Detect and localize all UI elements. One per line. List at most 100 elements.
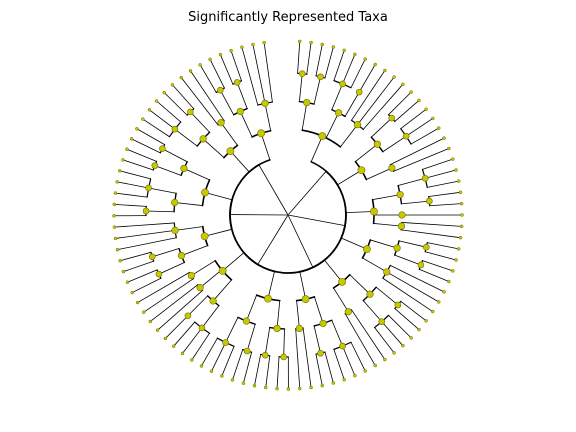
branch-line: [314, 296, 324, 324]
taxon-node-4: [355, 88, 363, 96]
taxon-node-60: [171, 125, 179, 133]
branch-line: [373, 223, 402, 227]
leaf-node-44: [331, 381, 336, 385]
taxon-node-12: [318, 132, 327, 141]
taxon-node-24: [363, 245, 371, 254]
branch-line: [301, 102, 308, 131]
leaf-node-69: [115, 247, 120, 252]
taxon-node-68: [226, 147, 235, 156]
branch-line: [117, 181, 149, 189]
taxon-node-28: [344, 308, 352, 316]
branch-line: [165, 315, 189, 339]
taxon-node-6: [334, 109, 343, 117]
branch-line: [325, 112, 339, 139]
branch-line: [357, 76, 395, 125]
leaf-node-7: [363, 57, 367, 61]
branch-line: [315, 354, 323, 386]
taxon-node-41: [198, 324, 206, 332]
branch-line: [230, 50, 242, 81]
leaf-node-3: [320, 42, 325, 47]
branch-line: [388, 91, 412, 115]
branch-line: [405, 118, 433, 137]
taxon-node-16: [396, 191, 404, 199]
branch-line: [398, 177, 426, 186]
taxon-node-21: [393, 244, 401, 252]
taxon-node-45: [187, 271, 196, 280]
leaf-node-23: [459, 201, 464, 206]
taxon-node-25: [394, 301, 402, 309]
branch-line: [351, 309, 386, 360]
leaf-node-87: [188, 69, 193, 73]
leaf-node-5: [342, 48, 346, 53]
taxon-node-46: [264, 294, 272, 303]
leaf-node-57: [190, 358, 194, 362]
taxon-node-47: [218, 266, 227, 275]
leaf-node-79: [129, 137, 134, 141]
branch-line: [394, 254, 422, 266]
branch-line: [331, 320, 343, 347]
leaf-node-80: [135, 127, 139, 131]
leaf-node-16: [437, 126, 441, 130]
branch-line: [427, 180, 459, 188]
branch-line: [265, 355, 271, 388]
taxon-node-44: [196, 284, 204, 292]
branch-line: [158, 262, 185, 275]
leaf-node-32: [437, 300, 441, 304]
branch-line: [174, 128, 198, 147]
taxon-node-29: [339, 342, 346, 350]
branch-line: [127, 269, 158, 283]
branch-line: [137, 272, 190, 303]
branch-line: [126, 148, 157, 162]
leaf-node-92: [240, 45, 244, 49]
leaf-node-37: [401, 343, 405, 348]
taxon-node-54: [151, 162, 159, 169]
branch-line: [202, 138, 225, 158]
taxon-node-63: [217, 119, 225, 127]
leaf-node-85: [170, 83, 175, 87]
branch-line: [243, 352, 252, 384]
leaf-node-75: [115, 180, 119, 184]
branch-line: [258, 164, 289, 216]
leaf-node-12: [409, 90, 413, 94]
branch-line: [425, 251, 457, 261]
leaf-node-40: [373, 363, 377, 368]
leaf-node-17: [442, 136, 446, 140]
leaf-node-2: [309, 40, 313, 45]
branch-line: [296, 300, 300, 329]
branch-line: [241, 47, 259, 106]
taxon-node-53: [145, 184, 152, 192]
branch-line: [422, 260, 453, 272]
leaf-node-38: [392, 351, 396, 355]
taxon-node-31: [319, 319, 327, 328]
branch-line: [212, 279, 232, 302]
taxon-node-1: [298, 70, 306, 78]
branch-line: [204, 228, 232, 237]
leaf-node-86: [179, 75, 184, 80]
branch-line: [287, 171, 327, 216]
branch-line: [358, 64, 376, 93]
leaf-node-68: [118, 258, 122, 263]
branch-line: [187, 295, 208, 317]
branch-line: [287, 214, 314, 268]
branch-line: [297, 41, 301, 74]
branch-line: [264, 327, 271, 356]
taxon-node-17: [398, 211, 406, 219]
branch-line: [157, 290, 203, 331]
branch-line: [287, 214, 346, 226]
taxon-node-11: [388, 164, 396, 172]
branch-line: [306, 42, 312, 75]
branch-line: [209, 59, 225, 89]
branch-line: [394, 308, 420, 330]
leaf-node-56: [199, 364, 204, 368]
branch-line: [190, 111, 210, 133]
branch-line: [333, 50, 345, 81]
branch-line: [340, 124, 358, 148]
branch-line: [390, 264, 445, 293]
leaf-node-39: [383, 357, 387, 362]
leaf-node-10: [392, 75, 396, 79]
taxon-node-9: [402, 132, 410, 140]
branch-line: [173, 321, 196, 347]
leaf-node-59: [171, 344, 176, 348]
branch-line: [381, 321, 404, 346]
taxon-node-7: [353, 121, 362, 129]
